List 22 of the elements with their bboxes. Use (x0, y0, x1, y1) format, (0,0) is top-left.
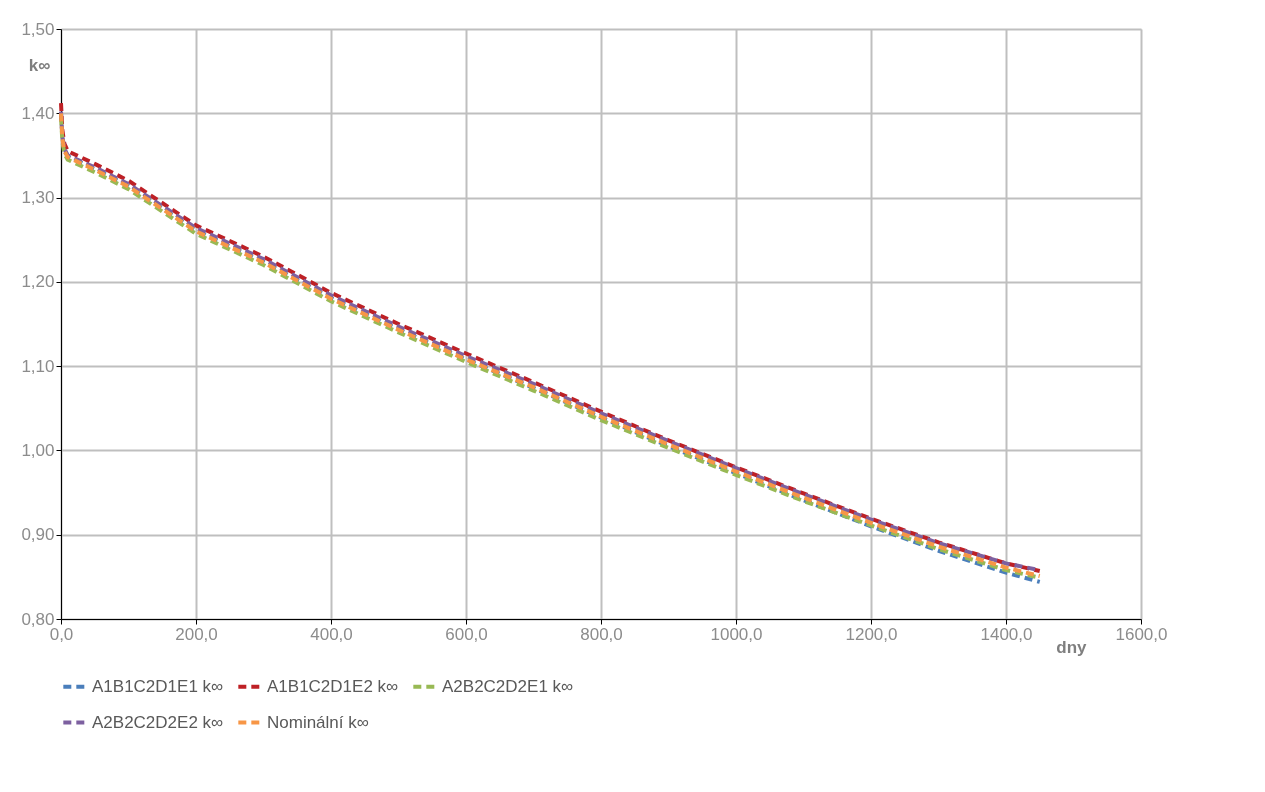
y-tick-label: 1,50 (21, 19, 55, 39)
x-tick-label: 600,0 (445, 624, 488, 644)
x-tick-label: 400,0 (310, 624, 353, 644)
legend-label: A2B2C2D2E2 k∞ (92, 712, 224, 732)
x-tick-label: 200,0 (175, 624, 218, 644)
y-tick-label: 1,40 (21, 103, 55, 123)
y-tick-label: 1,00 (21, 440, 55, 460)
x-axis-title: dny (1056, 637, 1088, 657)
x-tick-label: 1000,0 (710, 624, 763, 644)
y-tick-label: 0,90 (21, 525, 55, 545)
y-tick-label: 1,20 (21, 272, 55, 292)
x-tick-label: 1200,0 (845, 624, 898, 644)
x-tick-label: 1400,0 (980, 624, 1033, 644)
x-tick-label: 800,0 (580, 624, 623, 644)
legend-label: A2B2C2D2E1 k∞ (442, 676, 574, 696)
y-tick-label: 1,30 (21, 188, 55, 208)
legend-label: A1B1C2D1E1 k∞ (92, 676, 224, 696)
legend-label: A1B1C2D1E2 k∞ (267, 676, 399, 696)
x-tick-label: 1600,0 (1115, 624, 1168, 644)
legend-label: Nominální k∞ (267, 712, 369, 732)
y-axis-title: k∞ (28, 55, 51, 75)
y-tick-label: 1,10 (21, 356, 55, 376)
